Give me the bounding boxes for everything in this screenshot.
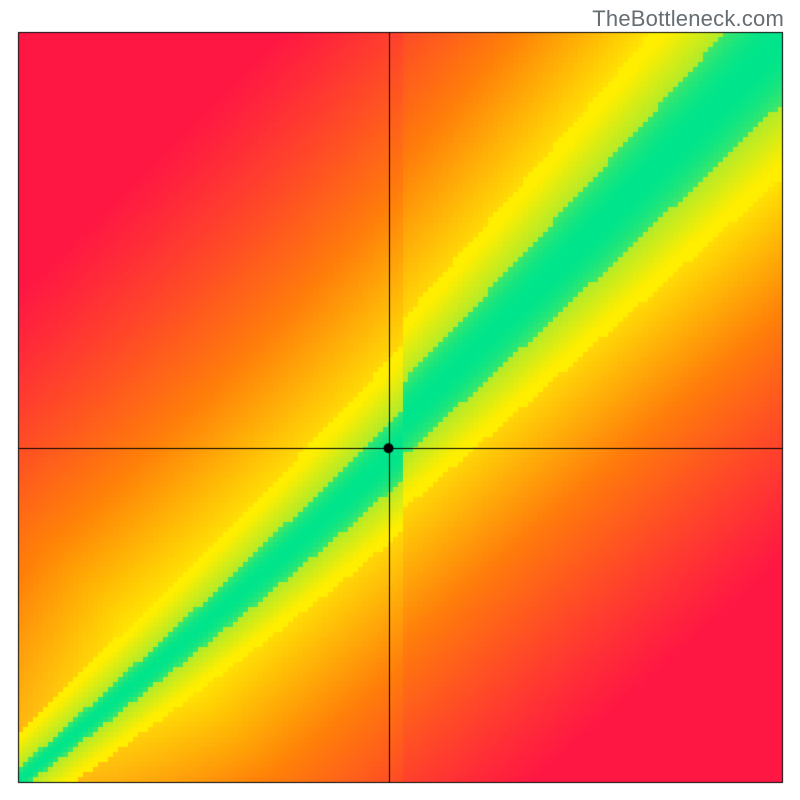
watermark-text: TheBottleneck.com [592, 6, 784, 32]
bottleneck-heatmap [0, 0, 800, 800]
